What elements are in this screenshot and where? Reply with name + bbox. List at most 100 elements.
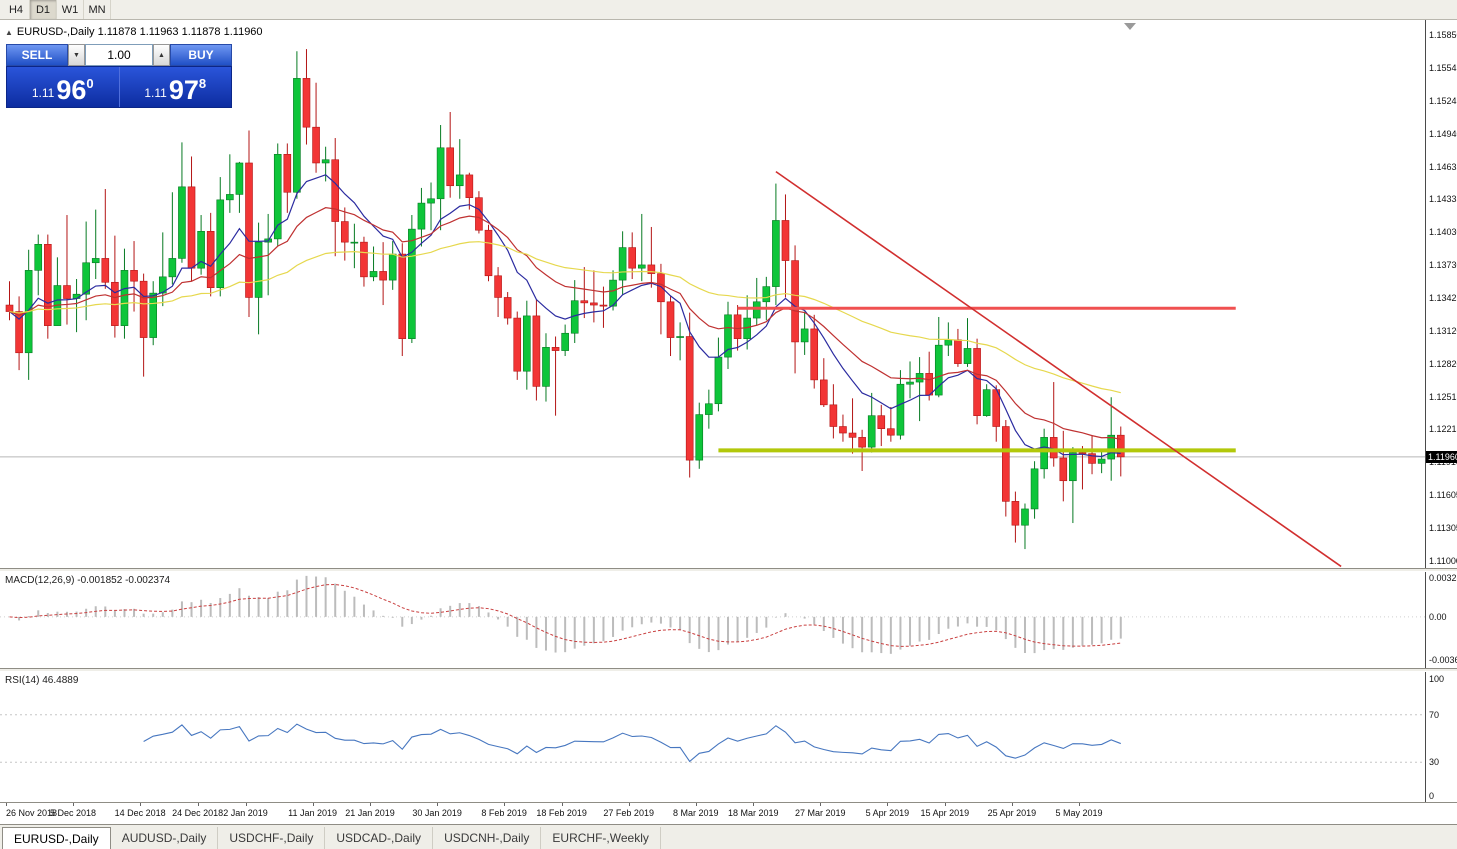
macd-axis: 0.003287 0.00 -0.00365 [1425, 572, 1457, 668]
timeframe-button-h4[interactable]: H4 [3, 0, 30, 19]
date-axis-label: 5 Apr 2019 [865, 808, 910, 818]
date-axis-tick [753, 803, 755, 806]
timeframe-button-mn[interactable]: MN [84, 0, 111, 19]
date-axis-label: 8 Mar 2019 [672, 808, 719, 818]
price-axis-label: 1.15245 [1429, 95, 1457, 106]
date-axis-label: 5 May 2019 [1055, 808, 1103, 818]
macd-row: MACD(12,26,9) -0.001852 -0.002374 0.0032… [0, 572, 1457, 668]
timeframe-button-d1[interactable]: D1 [30, 0, 57, 19]
rsi-axis: 100 70 30 0 [1425, 672, 1457, 802]
date-axis-label: 5 Dec 2018 [50, 808, 97, 818]
chevron-down-icon: ▼ [73, 51, 80, 59]
price-axis-label: 1.11605 [1429, 490, 1457, 501]
price-axis-label: 1.14030 [1429, 227, 1457, 238]
rsi-axis-label: 0 [1429, 791, 1435, 801]
chart-tab[interactable]: EURUSD-,Daily [2, 827, 111, 849]
price-axis[interactable]: 1.15850 1.15545 1.15245 1.14940 1.14635 1.143… [1425, 20, 1457, 568]
rsi-header: RSI(14) 46.4889 [5, 675, 79, 686]
rsi-row: RSI(14) 46.4889 100 70 30 0 [0, 672, 1457, 802]
macd-panel[interactable]: MACD(12,26,9) -0.001852 -0.002374 [0, 572, 1425, 668]
date-axis-tick [197, 803, 199, 806]
chart-ohlc-text: EURUSD-,Daily 1.11878 1.11963 1.11878 1.… [16, 26, 263, 38]
price-axis-label: 1.15850 [1429, 30, 1457, 40]
price-axis-label: 1.13120 [1429, 326, 1457, 337]
panel-splitter[interactable] [0, 668, 1457, 672]
trade-controls-row: SELL ▼ ▲ BUY [6, 44, 232, 66]
sell-price-prefix: 1.11 [31, 86, 55, 100]
price-axis-label: 1.12515 [1429, 391, 1457, 402]
lot-decrease-button[interactable]: ▼ [68, 44, 85, 66]
timeframe-toolbar: H4 D1 W1 MN [0, 0, 1457, 20]
date-axis[interactable]: 26 Nov 2018 5 Dec 2018 14 Dec 2018 24 Dec 2… [0, 802, 1457, 824]
rsi-axis-label: 30 [1429, 757, 1440, 768]
buy-price-prefix: 1.11 [144, 86, 167, 100]
chart-tab[interactable]: USDCNH-,Daily [433, 827, 542, 849]
date-axis-tick [1011, 803, 1013, 806]
current-price-tag: 1.11960 [1426, 450, 1457, 463]
sell-price-pipette: 0 [86, 76, 94, 91]
buy-price-big-digits: 97 [168, 75, 199, 105]
date-axis-tick [561, 803, 563, 806]
buy-price-pipette: 8 [198, 76, 207, 91]
date-axis-label: 26 Nov 2018 [6, 808, 58, 818]
date-axis-label: 15 Apr 2019 [920, 808, 970, 818]
price-axis-label: 1.14635 [1429, 161, 1457, 172]
price-axis-label: 1.11305 [1429, 522, 1457, 533]
rsi-axis-label: 100 [1429, 674, 1445, 684]
date-axis-tick [628, 803, 630, 806]
buy-button[interactable]: BUY [170, 44, 232, 66]
date-axis-label: 2 Jan 2019 [223, 808, 268, 818]
date-axis-tick [504, 803, 506, 806]
macd-header: MACD(12,26,9) -0.001852 -0.002374 [5, 575, 171, 586]
price-axis-label: 1.11000 [1429, 556, 1457, 566]
sell-price-big-digits: 96 [56, 75, 87, 105]
date-axis-tick [887, 803, 889, 806]
chevron-up-icon: ▲ [158, 51, 165, 59]
price-axis-label: 1.13730 [1429, 259, 1457, 270]
one-click-trading-panel: SELL ▼ ▲ BUY 1.11 96 0 [6, 44, 232, 108]
date-axis-label: 21 Jan 2019 [345, 808, 395, 818]
date-axis-label: 18 Mar 2019 [727, 808, 779, 818]
price-chart[interactable]: ▲ EURUSD-,Daily 1.11878 1.11963 1.11878 … [0, 20, 1425, 568]
lot-size-input[interactable] [85, 44, 153, 66]
price-axis-label: 1.14940 [1429, 128, 1457, 139]
sell-button[interactable]: SELL [6, 44, 68, 66]
chart-marker-icon: ▲ [5, 27, 13, 37]
date-axis-label: 25 Apr 2019 [987, 808, 1037, 818]
buy-price-display[interactable]: 1.11 97 8 [120, 67, 232, 107]
date-axis-tick [140, 803, 142, 806]
price-axis-label: 1.13425 [1429, 293, 1457, 303]
rsi-panel[interactable]: RSI(14) 46.4889 [0, 672, 1425, 802]
date-axis-tick [370, 803, 372, 806]
chart-title: ▲ EURUSD-,Daily 1.11878 1.11963 1.11878 … [5, 26, 263, 38]
chart-tabs-bar: EURUSD-,Daily AUDUSD-,Daily USDCHF-,Daily U… [0, 824, 1457, 849]
timeframe-button-w1[interactable]: W1 [57, 0, 84, 19]
date-axis-tick [820, 803, 822, 806]
chart-tab[interactable]: USDCAD-,Daily [325, 827, 434, 849]
rsi-axis-label: 70 [1429, 709, 1440, 720]
date-axis-tick [437, 803, 439, 806]
date-axis-label: 8 Feb 2019 [481, 808, 527, 818]
price-axis-label: 1.14335 [1429, 194, 1457, 205]
chart-tab[interactable]: USDCHF-,Daily [218, 827, 326, 849]
chart-tab[interactable]: AUDUSD-,Daily [111, 827, 219, 849]
macd-axis-label: -0.00365 [1429, 655, 1457, 665]
date-axis-label: 24 Dec 2018 [172, 808, 224, 818]
date-axis-label: 11 Jan 2019 [288, 808, 337, 818]
main-chart-row: ▲ EURUSD-,Daily 1.11878 1.11963 1.11878 … [0, 20, 1457, 568]
date-axis-label: 14 Dec 2018 [114, 808, 166, 818]
date-axis-tick [73, 803, 75, 806]
date-axis-label: 18 Feb 2019 [536, 808, 587, 818]
bid-ask-display: 1.11 96 0 1.11 97 8 [6, 66, 232, 108]
date-axis-tick [1078, 803, 1080, 806]
date-axis-tick [6, 803, 7, 806]
chart-tab[interactable]: EURCHF-,Weekly [541, 827, 661, 849]
lot-increase-button[interactable]: ▲ [153, 44, 170, 66]
price-axis-label: 1.12820 [1429, 358, 1457, 369]
macd-axis-label: 0.003287 [1429, 573, 1457, 583]
panel-splitter[interactable] [0, 568, 1457, 572]
date-axis-tick [245, 803, 247, 806]
date-axis-tick [944, 803, 946, 806]
sell-price-display[interactable]: 1.11 96 0 [7, 67, 120, 107]
